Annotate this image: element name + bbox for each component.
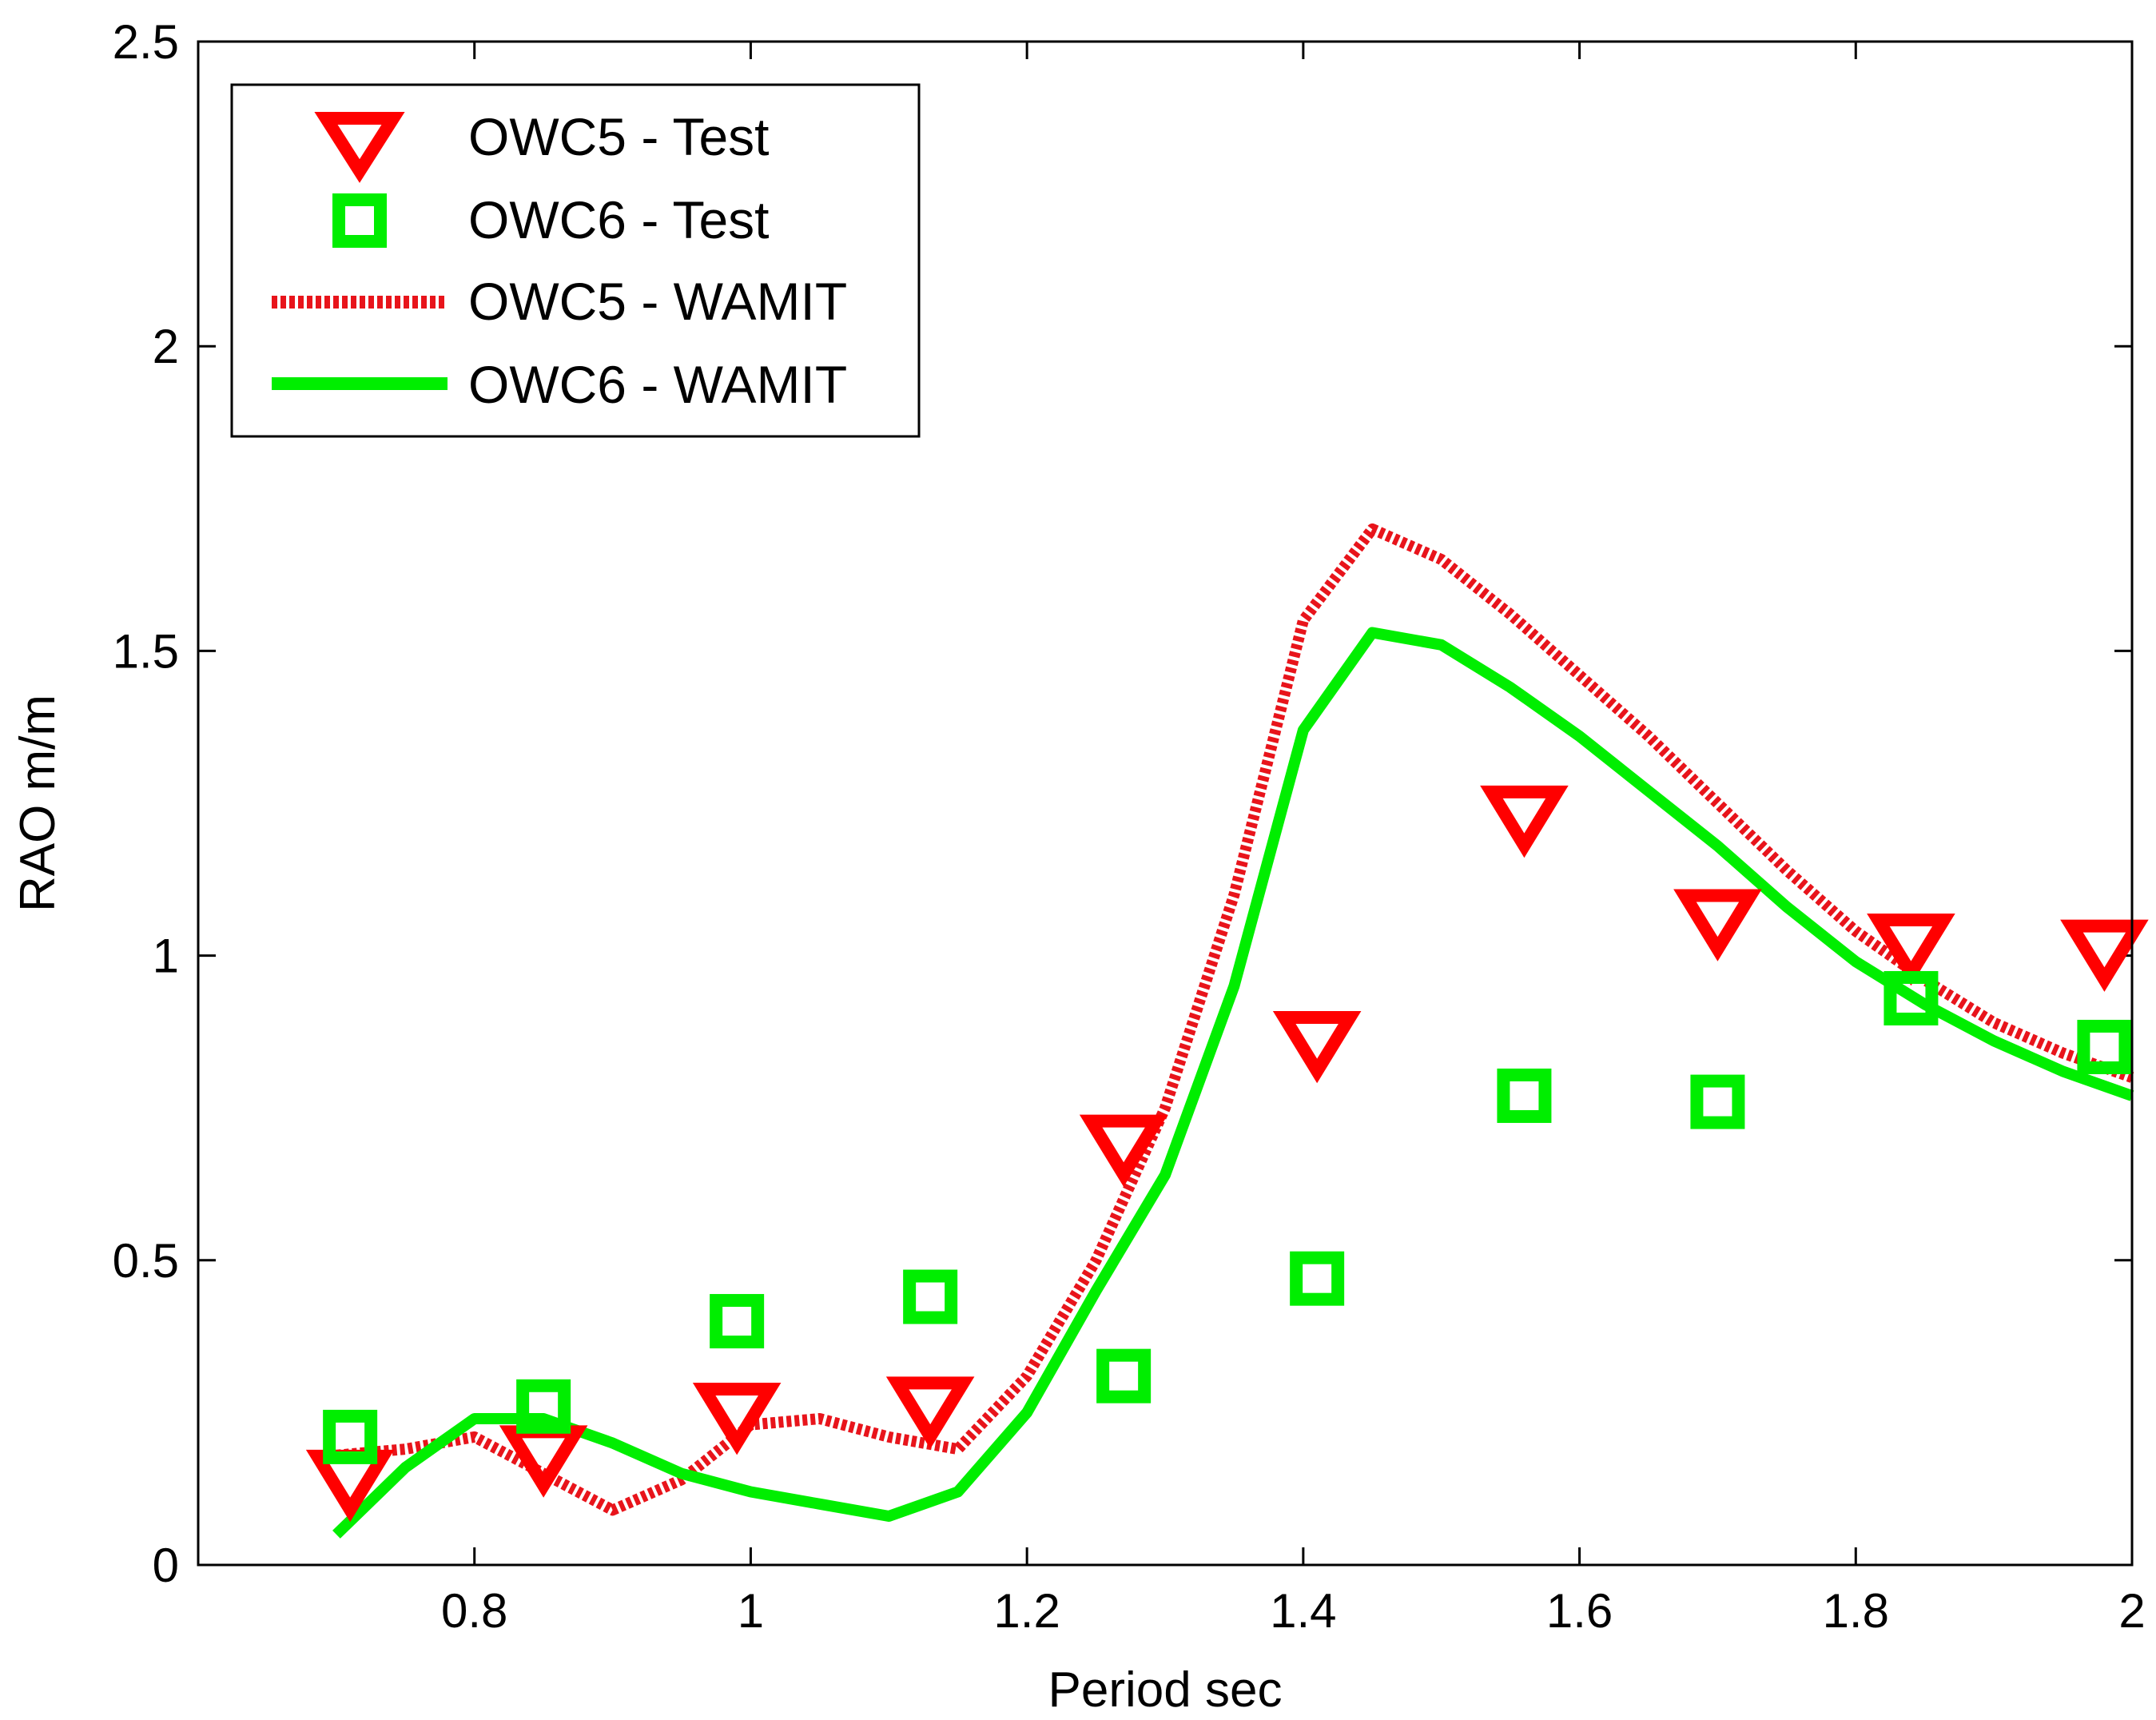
- y-tick-label: 2.5: [113, 15, 179, 69]
- legend-marker-triangle: [314, 112, 405, 183]
- legend-label-owc5-wamit: OWC5 - WAMIT: [468, 272, 847, 331]
- marker-owc6-test: [903, 1269, 958, 1324]
- y-tick-label: 1.5: [113, 624, 179, 678]
- marker-owc5-test: [1867, 913, 1955, 986]
- series-line-owc5-wamit: [336, 523, 2134, 1516]
- x-tick-label: 1.8: [1823, 1584, 1889, 1638]
- x-tick-label: 1.6: [1546, 1584, 1613, 1638]
- marker-owc6-test: [1884, 970, 1939, 1025]
- legend: OWC5 - Test OWC6 - Test OWC5 - WAMIT OWC…: [230, 83, 921, 438]
- marker-owc5-test: [885, 1376, 975, 1449]
- y-tick-label: 0.5: [113, 1234, 179, 1288]
- x-axis-label: Period sec: [1048, 1662, 1283, 1718]
- marker-owc6-test: [323, 1409, 378, 1464]
- x-tick-label: 0.8: [441, 1584, 507, 1638]
- marker-owc6-test: [2077, 1019, 2132, 1074]
- marker-owc6-test: [1096, 1348, 1152, 1403]
- legend-item-owc6-test: OWC6 - Test: [332, 190, 770, 249]
- marker-owc6-test: [710, 1294, 765, 1349]
- marker-owc6-test: [1497, 1068, 1552, 1123]
- tick-labels: 0.8 1 1.2 1.4 1.6 1.8 2 0 0.5 1 1.5 2 2.5: [113, 15, 2146, 1638]
- legend-item-owc5-test: OWC5 - Test: [314, 107, 770, 183]
- x-tick-label: 1: [738, 1584, 764, 1638]
- marker-owc5-test: [1079, 1114, 1168, 1187]
- marker-owc5-test: [1272, 1010, 1362, 1084]
- y-tick-label: 0: [153, 1539, 179, 1592]
- legend-label-owc6-test: OWC6 - Test: [468, 190, 770, 249]
- y-tick-label: 1: [153, 930, 179, 983]
- x-tick-label: 2: [2118, 1584, 2145, 1638]
- legend-label-owc6-wamit: OWC6 - WAMIT: [468, 355, 847, 414]
- marker-owc5-test: [692, 1383, 782, 1455]
- plot-markers: [305, 785, 2149, 1523]
- marker-owc5-test: [1673, 889, 1762, 962]
- plot-area-frame: [197, 40, 2134, 1567]
- marker-owc5-test: [1480, 785, 1569, 858]
- legend-item-owc6-wamit: OWC6 - WAMIT: [272, 355, 847, 414]
- plot-lines: [332, 523, 2134, 1539]
- legend-item-owc5-wamit: OWC5 - WAMIT: [272, 272, 847, 331]
- x-tick-label: 1.4: [1270, 1584, 1336, 1638]
- y-tick-label: 2: [153, 320, 179, 373]
- marker-owc6-test: [516, 1379, 571, 1434]
- legend-marker-square: [332, 193, 387, 248]
- legend-label-owc5-test: OWC5 - Test: [468, 107, 770, 166]
- series-line-owc6-wamit: [332, 627, 2134, 1539]
- marker-owc6-test: [1690, 1074, 1745, 1129]
- x-tick-label: 1.2: [993, 1584, 1060, 1638]
- marker-owc6-test: [1290, 1251, 1345, 1306]
- marker-owc5-test: [2060, 919, 2149, 992]
- y-axis-label: RAO m/m: [10, 695, 66, 912]
